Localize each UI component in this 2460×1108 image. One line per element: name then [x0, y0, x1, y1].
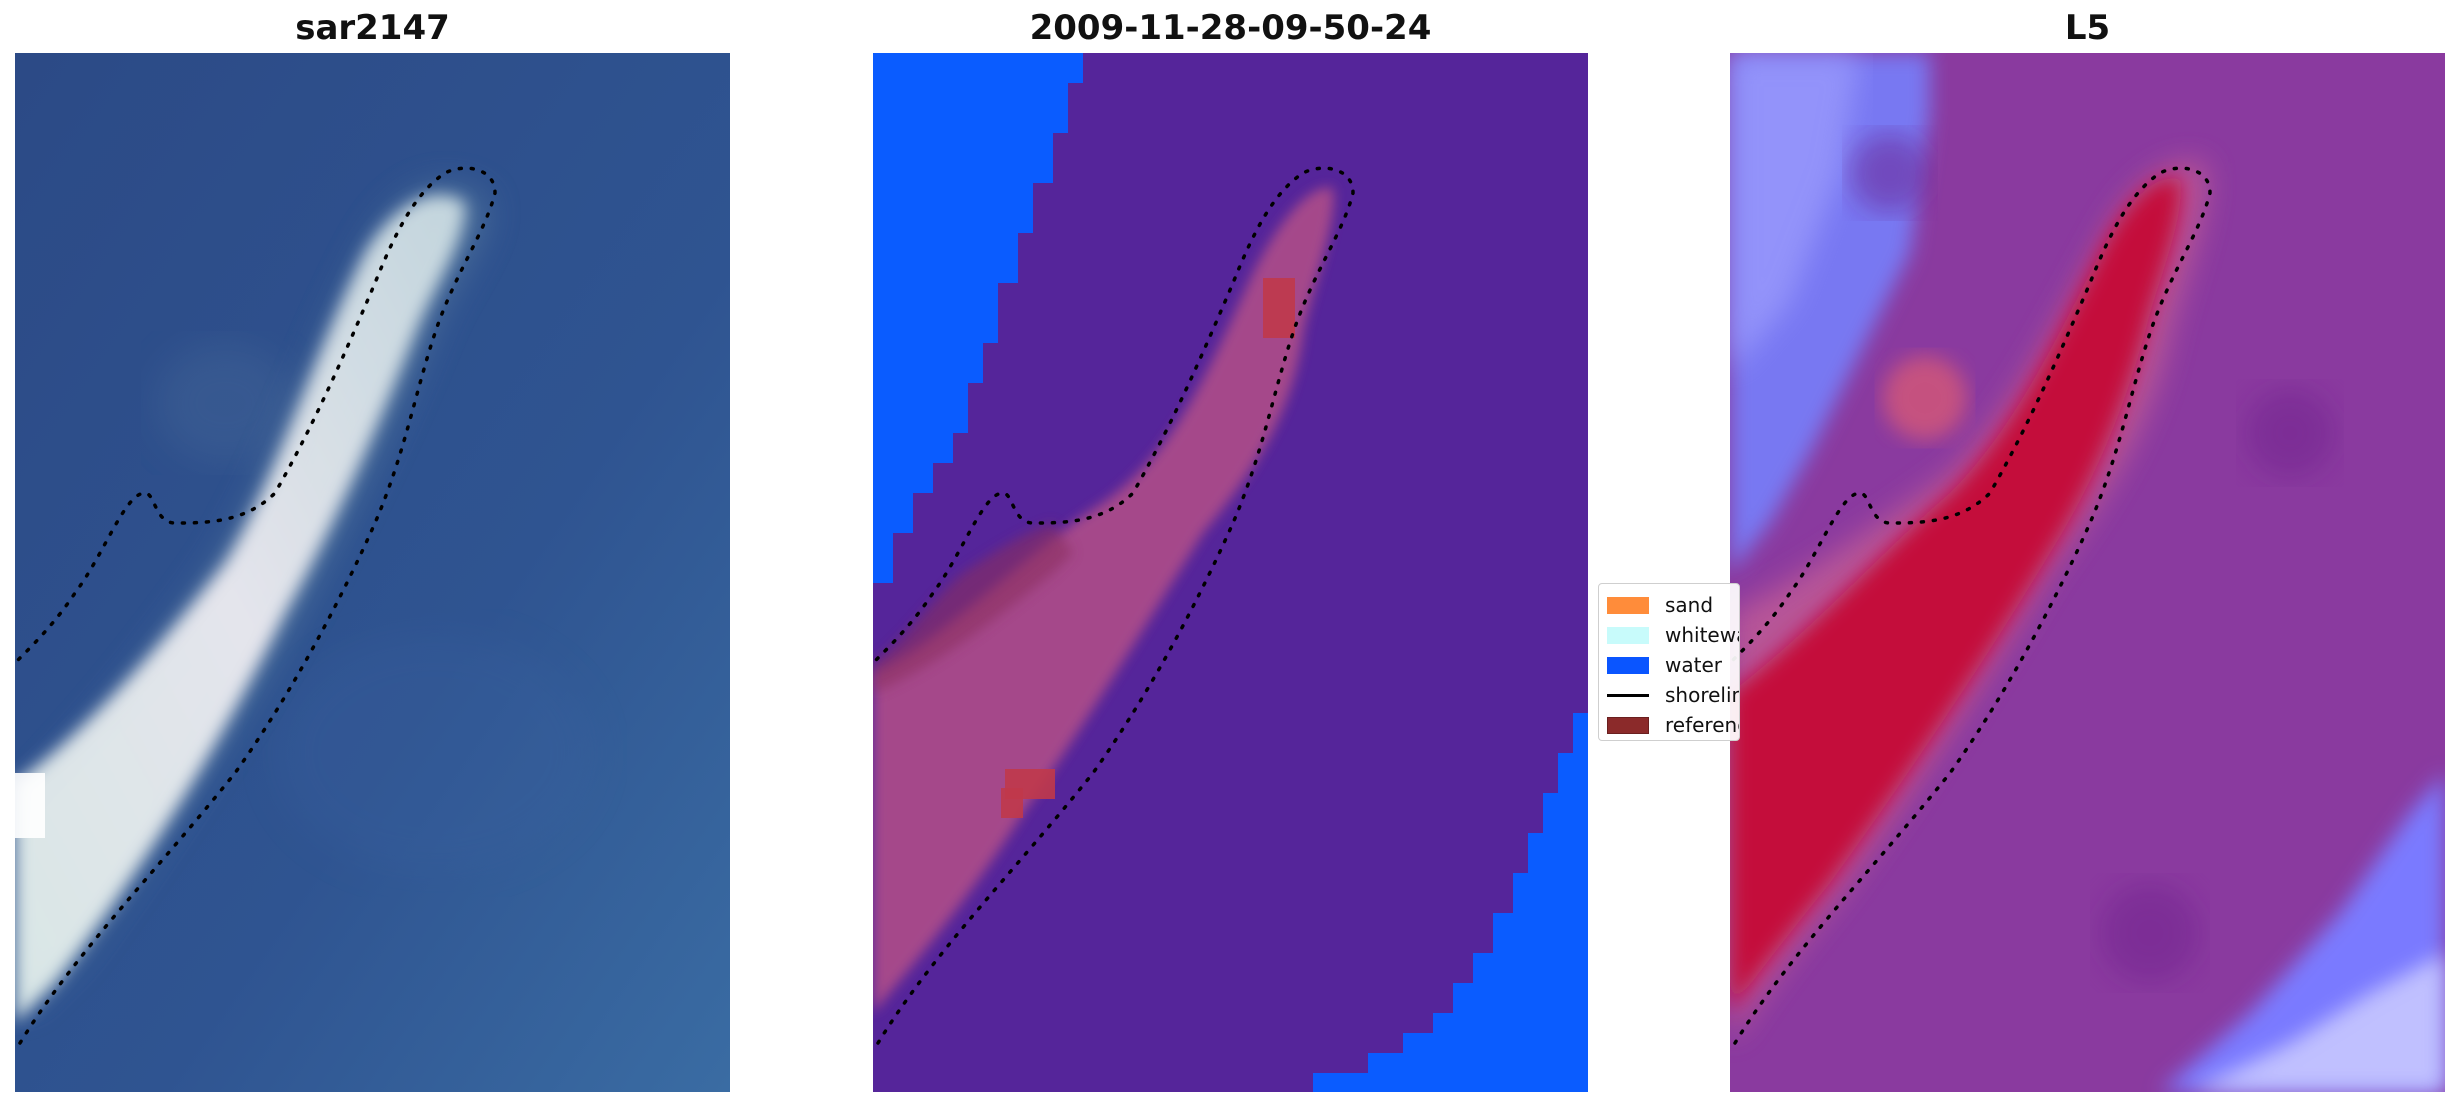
legend-swatch-whitewater: [1607, 626, 1649, 644]
legend-swatch-sand: [1607, 596, 1649, 614]
legend-label-shoreline: shoreline: [1665, 683, 1739, 707]
legend-item-shoreline: shoreline: [1607, 681, 1739, 709]
legend-item-whitewater: whitewater: [1607, 621, 1739, 649]
legend-item-water: water: [1607, 651, 1722, 679]
classified-image-panel: [873, 53, 1588, 1092]
legend-item-reference: reference: [1607, 711, 1739, 739]
legend-label-reference: reference: [1665, 713, 1739, 737]
rgb-image: [15, 53, 730, 1092]
legend-swatch-shoreline: [1607, 693, 1649, 697]
panel-title-classified: 2009-11-28-09-50-24: [1029, 8, 1432, 48]
legend-label-water: water: [1665, 653, 1722, 677]
classified-image: [873, 53, 1588, 1092]
panel-title-rgb: sar2147: [295, 8, 450, 48]
legend-item-sand: sand: [1607, 591, 1713, 619]
legend-label-sand: sand: [1665, 593, 1714, 617]
legend-swatch-water: [1607, 656, 1649, 674]
panel-title-probability: L5: [2064, 8, 2111, 48]
legend: sand whitewater water shoreline referenc…: [1598, 583, 1740, 741]
probability-image: [1730, 53, 2445, 1092]
rgb-image-panel: [15, 53, 730, 1092]
legend-swatch-reference: [1607, 716, 1649, 734]
probability-image-panel: [1730, 53, 2445, 1092]
legend-label-whitewater: whitewater: [1665, 623, 1739, 647]
